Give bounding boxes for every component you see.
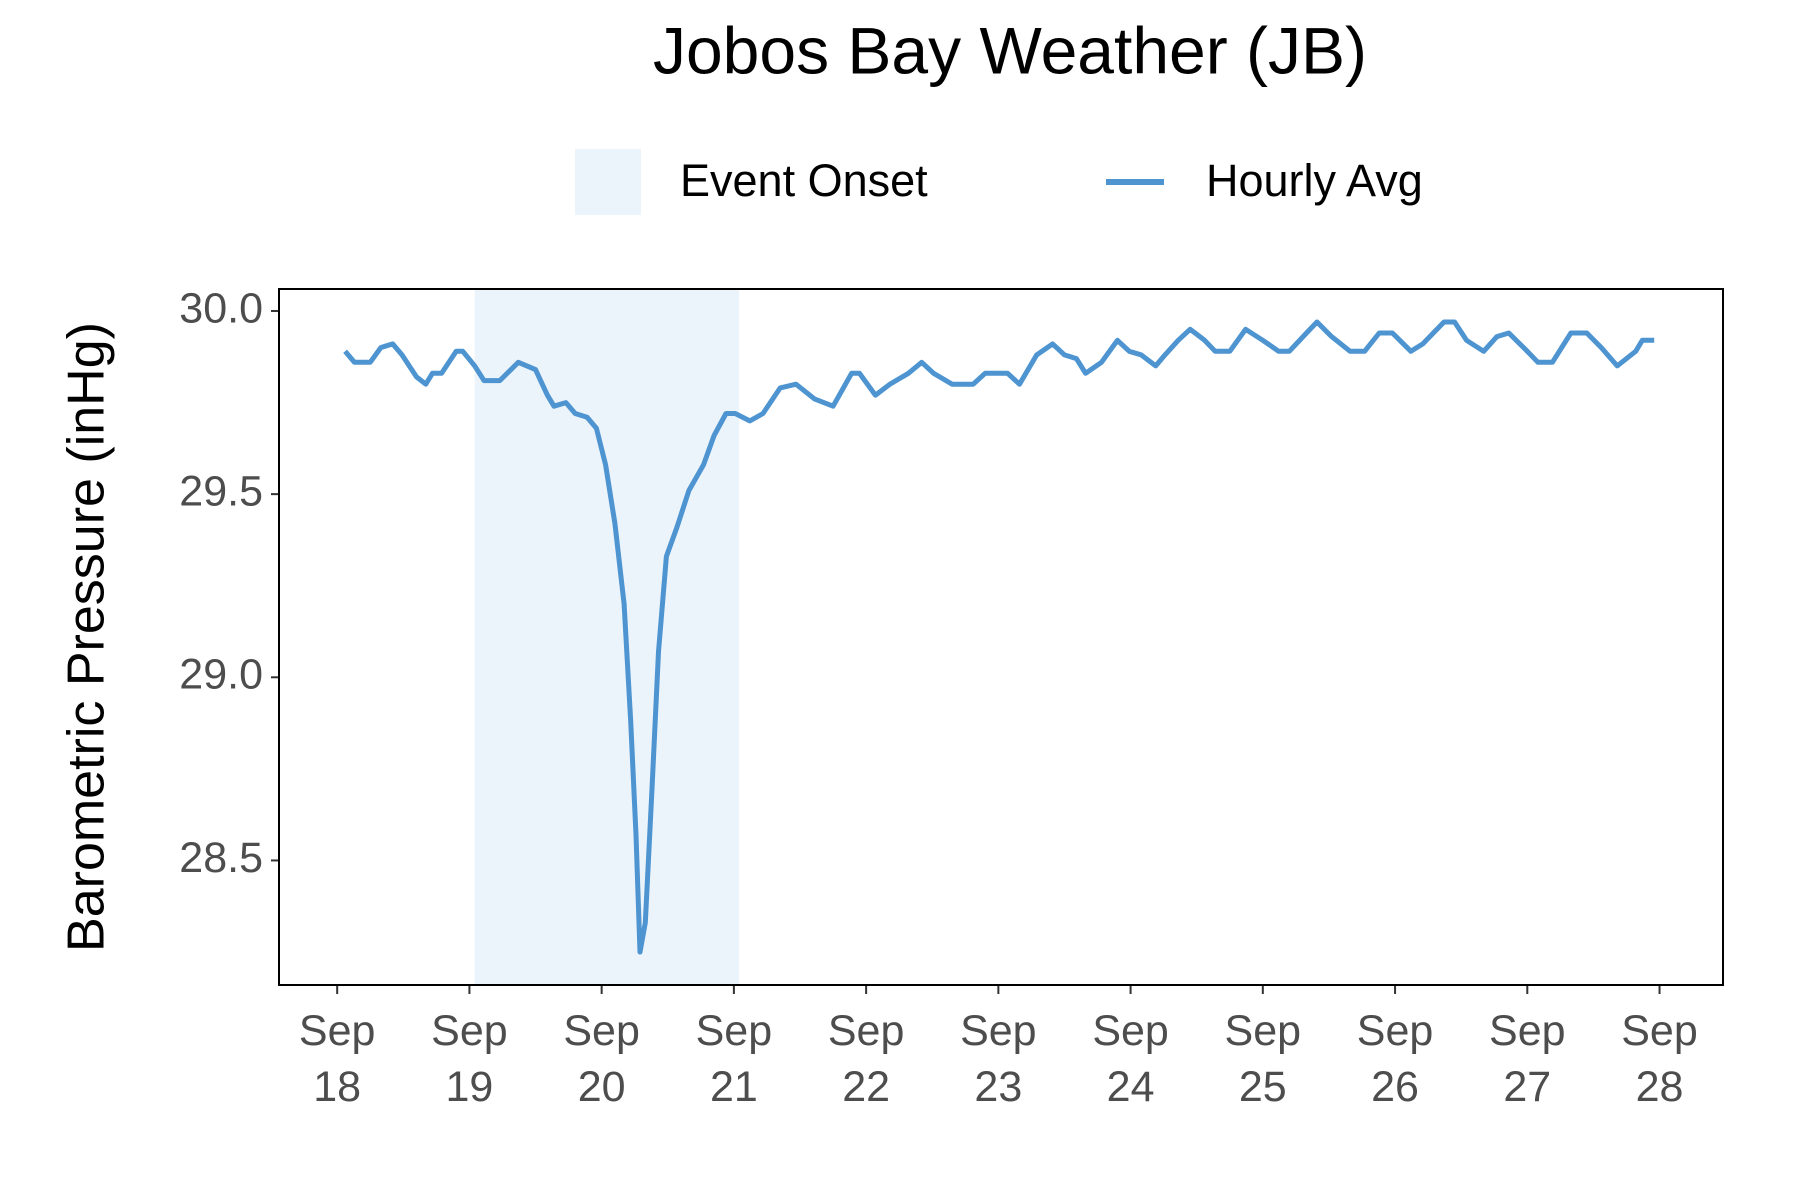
y-tick-label: 30.0 [179, 284, 263, 332]
y-tick-label: 28.5 [179, 834, 263, 882]
legend-swatch [575, 149, 641, 215]
x-tick-label: Sep 25 [1224, 1007, 1302, 1111]
x-tick-label: Sep 20 [563, 1007, 640, 1111]
x-tick-label: Sep 18 [298, 1007, 376, 1111]
plot-frame [278, 288, 1724, 986]
chart-title: Jobos Bay Weather (JB) [653, 13, 1367, 87]
legend-label: Hourly Avg [1206, 155, 1423, 206]
event-shade [474, 289, 740, 985]
y-tick-label: 29.5 [179, 467, 263, 515]
data-line [343, 319, 1655, 955]
x-tick-label: Sep 23 [960, 1007, 1037, 1111]
legend-label: Event Onset [680, 155, 928, 206]
x-tick-label: Sep 24 [1092, 1007, 1169, 1111]
x-tick-label: Sep 26 [1356, 1007, 1434, 1111]
x-tick-label: Sep 21 [695, 1007, 773, 1111]
y-axis-label: Barometric Pressure (inHg) [58, 322, 116, 952]
y-tick-label: 29.0 [179, 651, 263, 699]
x-tick-label: Sep 22 [827, 1007, 905, 1111]
x-tick-label: Sep 28 [1621, 1007, 1698, 1111]
x-tick-label: Sep 19 [431, 1007, 508, 1111]
x-tick-label: Sep 27 [1489, 1007, 1566, 1111]
